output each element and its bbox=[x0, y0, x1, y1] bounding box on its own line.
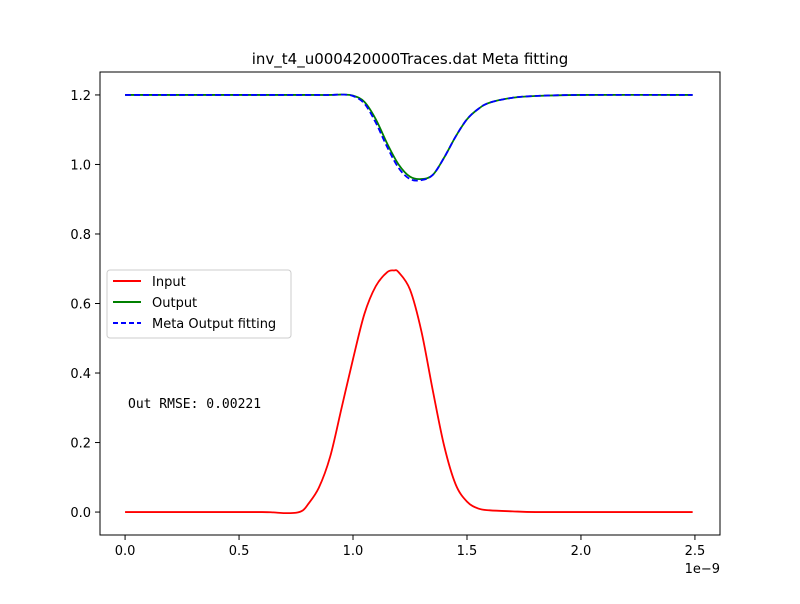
y-tick-label: 0.6 bbox=[70, 298, 91, 313]
y-tick-label: 0.8 bbox=[70, 228, 91, 243]
x-offset-text: 1e−9 bbox=[685, 562, 720, 577]
x-tick-label: 1.5 bbox=[457, 544, 478, 559]
series-line-meta-output-fitting bbox=[125, 93, 693, 182]
y-tick-label: 0.0 bbox=[70, 506, 91, 521]
x-tick-label: 1.0 bbox=[343, 544, 364, 559]
legend-label-meta-output-fitting: Meta Output fitting bbox=[152, 317, 276, 332]
y-tick-label: 1.0 bbox=[70, 158, 91, 173]
x-tick-label: 2.5 bbox=[685, 544, 706, 559]
chart-title: inv_t4_u000420000Traces.dat Meta fitting bbox=[252, 50, 569, 69]
x-tick-label: 0.5 bbox=[229, 544, 250, 559]
y-tick-label: 0.2 bbox=[70, 437, 91, 452]
series-layer bbox=[125, 93, 693, 515]
rmse-annotation: Out RMSE: 0.00221 bbox=[128, 397, 261, 412]
y-tick-label: 1.2 bbox=[70, 89, 91, 104]
series-line-input bbox=[125, 269, 693, 515]
x-tick-label: 0.0 bbox=[115, 544, 136, 559]
legend-label-output: Output bbox=[152, 296, 197, 311]
legend-frame bbox=[106, 269, 292, 339]
legend-label-input: Input bbox=[152, 275, 186, 290]
legend: Input Output Meta Output fitting bbox=[106, 269, 292, 339]
x-tick-label: 2.0 bbox=[571, 544, 592, 559]
y-axis: 0.0 0.2 0.4 0.6 0.8 1.0 1.2 bbox=[70, 89, 100, 521]
x-axis: 0.0 0.5 1.0 1.5 2.0 2.5 bbox=[115, 535, 706, 559]
y-tick-label: 0.4 bbox=[70, 367, 91, 382]
